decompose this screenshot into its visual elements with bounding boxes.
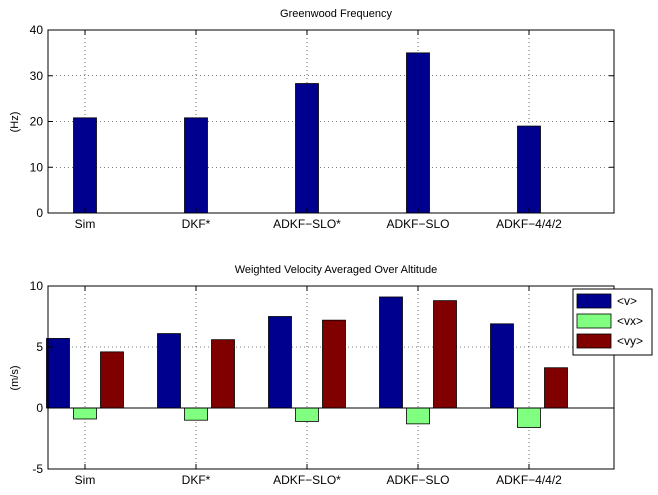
y-tick-labels: -5 0 5 10 [30,279,44,476]
y-tick-label: 40 [30,23,44,37]
bar [490,323,514,409]
axis-ticks [48,29,614,214]
x-tick-label: DKF* [182,473,211,487]
legend-swatch [576,333,612,349]
bar [73,407,97,420]
greenwood-frequency-chart: Greenwood Frequency (Hz) 0 10 20 30 40 Sim DK… [9,8,615,231]
plot-frame [47,285,615,470]
bar [157,333,181,409]
legend-label: <vy> [617,334,643,348]
y-axis-label: (Hz) [9,112,21,133]
x-tick-label: ADKF−SLO [386,473,449,487]
x-tick-label: Sim [75,217,96,231]
bar [46,338,70,409]
bar [433,300,457,409]
y-tick-label: 0 [36,401,43,415]
x-tick-label: DKF* [182,217,211,231]
x-tick-label: ADKF−SLO [386,217,449,231]
x-tick-label: ADKF−SLO* [273,473,341,487]
gridlines [48,286,614,469]
x-tick-label: ADKF−4/4/2 [496,217,562,231]
x-tick-label: Sim [75,473,96,487]
bar [100,351,124,409]
x-tick-labels: Sim DKF* ADKF−SLO* ADKF−SLO ADKF−4/4/2 [75,473,563,487]
legend-label: <vx> [617,314,643,328]
y-tick-label: 0 [36,206,43,220]
y-tick-label: 20 [30,115,44,129]
chart-title: Weighted Velocity Averaged Over Altitude [235,264,438,276]
legend: <v> <vx> <vy> [572,288,653,356]
y-tick-label: -5 [32,462,43,476]
y-tick-label: 30 [30,69,44,83]
legend-label: <v> [617,294,637,308]
bars [46,296,614,428]
bar [295,83,319,214]
bar [211,339,235,409]
bar [184,117,208,214]
weighted-velocity-chart: Weighted Velocity Averaged Over Altitude… [9,264,653,487]
x-tick-labels: Sim DKF* ADKF−SLO* ADKF−SLO ADKF−4/4/2 [75,217,563,231]
x-tick-label: ADKF−4/4/2 [496,473,562,487]
bar [517,407,541,428]
x-tick-label: ADKF−SLO* [273,217,341,231]
axis-ticks [48,285,614,470]
bar [406,407,430,425]
legend-swatch [576,313,612,329]
y-axis-label: (m/s) [9,365,21,390]
y-tick-label: 5 [36,340,43,354]
legend-swatch [576,293,612,309]
bar [379,296,403,409]
bar [517,125,541,214]
bar [322,319,346,409]
bar [406,52,430,214]
bar [295,407,319,422]
y-tick-label: 10 [30,279,44,293]
chart-title: Greenwood Frequency [280,8,392,20]
y-tick-label: 10 [30,160,44,174]
y-tick-labels: 0 10 20 30 40 [30,23,44,220]
bar [268,316,292,409]
bar [184,407,208,421]
bar [544,367,568,409]
bar [73,117,97,214]
